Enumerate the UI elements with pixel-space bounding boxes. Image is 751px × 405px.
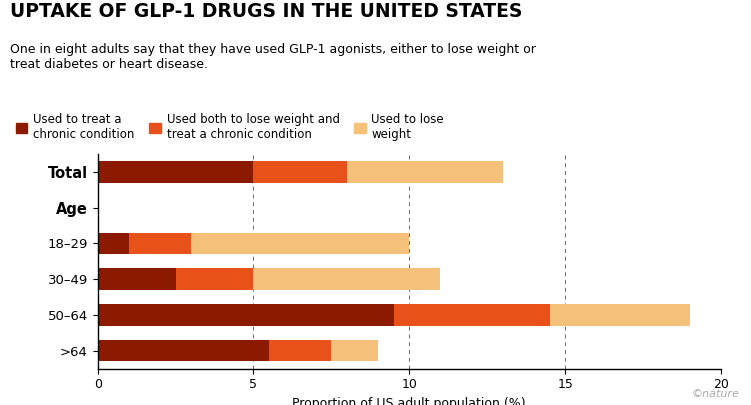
Bar <box>176 269 253 290</box>
Bar <box>253 161 347 183</box>
Bar <box>98 269 176 290</box>
Bar <box>191 232 409 254</box>
Bar <box>550 304 690 326</box>
Bar <box>347 161 503 183</box>
Bar <box>269 340 331 361</box>
Text: One in eight adults say that they have used GLP-1 agonists, either to lose weigh: One in eight adults say that they have u… <box>10 43 535 70</box>
Bar <box>98 161 253 183</box>
X-axis label: Proportion of US adult population (%): Proportion of US adult population (%) <box>292 397 526 405</box>
Bar <box>331 340 379 361</box>
Legend: Used to treat a
chronic condition, Used both to lose weight and
treat a chronic : Used to treat a chronic condition, Used … <box>16 113 444 141</box>
Bar <box>98 304 394 326</box>
Bar <box>98 340 269 361</box>
Text: ©nature: ©nature <box>692 389 740 399</box>
Bar <box>394 304 550 326</box>
Bar <box>129 232 191 254</box>
Bar <box>253 269 440 290</box>
Text: UPTAKE OF GLP-1 DRUGS IN THE UNITED STATES: UPTAKE OF GLP-1 DRUGS IN THE UNITED STAT… <box>10 2 522 21</box>
Bar <box>98 232 129 254</box>
